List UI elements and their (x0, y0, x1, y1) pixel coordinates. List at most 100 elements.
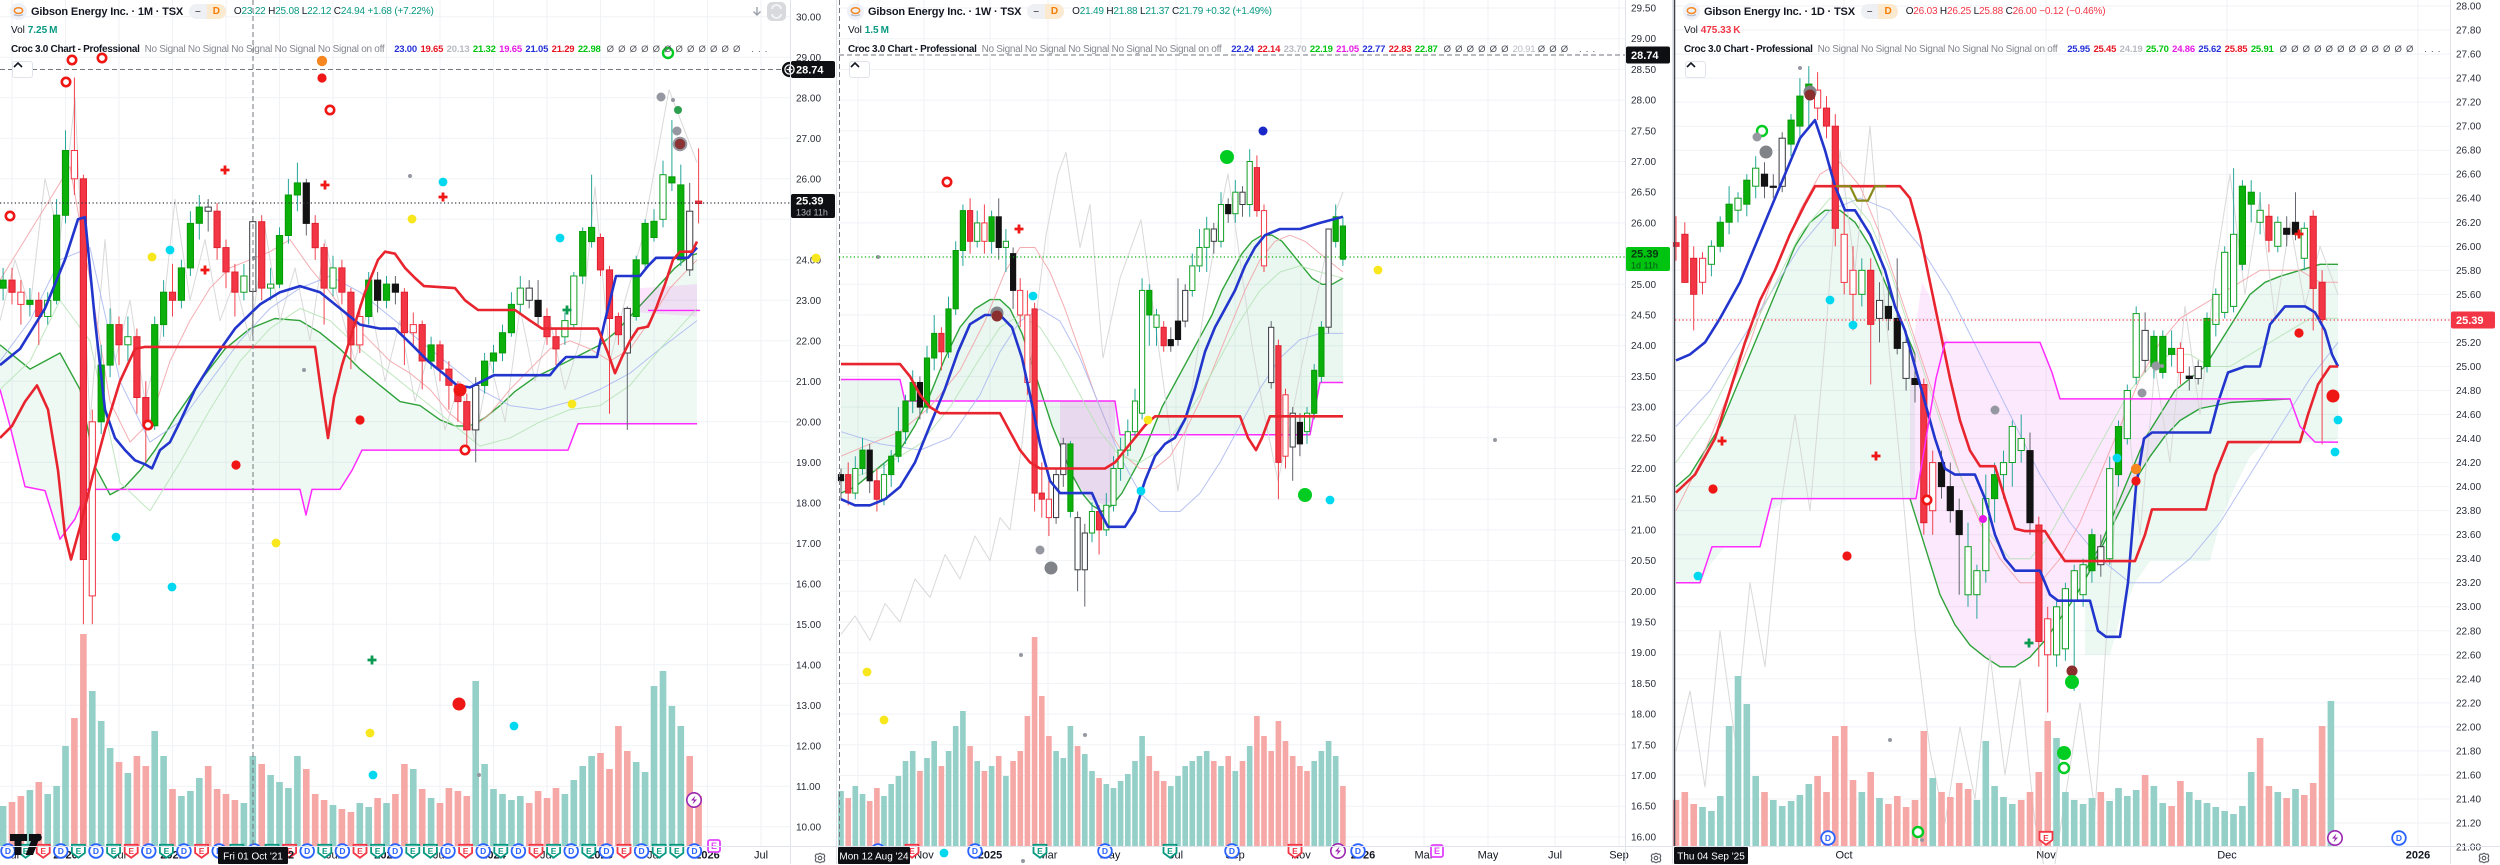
svg-text:27.80: 27.80 (2456, 26, 2481, 37)
svg-text:20.00: 20.00 (796, 417, 821, 428)
svg-text:19.00: 19.00 (1631, 648, 1656, 659)
svg-text:E: E (111, 846, 117, 856)
svg-text:29.00: 29.00 (796, 53, 821, 64)
svg-text:D: D (445, 846, 451, 856)
svg-text:E: E (357, 846, 363, 856)
svg-text:D: D (1102, 846, 1108, 856)
svg-text:24.20: 24.20 (2456, 458, 2481, 469)
svg-text:23.00: 23.00 (1631, 403, 1656, 414)
svg-text:19.00: 19.00 (796, 458, 821, 469)
svg-text:E: E (375, 846, 381, 856)
svg-text:E: E (128, 846, 134, 856)
svg-text:13d 11h: 13d 11h (796, 208, 828, 218)
svg-text:Thu 04 Sep '25: Thu 04 Sep '25 (1677, 852, 1745, 863)
svg-text:28.74: 28.74 (796, 65, 824, 77)
svg-text:29.50: 29.50 (1631, 4, 1656, 15)
svg-text:24.80: 24.80 (2456, 386, 2481, 397)
svg-text:E: E (1292, 846, 1298, 856)
svg-text:E: E (909, 846, 915, 856)
svg-text:D: D (5, 846, 11, 856)
svg-text:26.00: 26.00 (2456, 242, 2481, 253)
svg-text:E: E (551, 846, 557, 856)
svg-text:D: D (568, 846, 574, 856)
svg-text:18.00: 18.00 (1631, 710, 1656, 721)
svg-text:22.50: 22.50 (1631, 433, 1656, 444)
svg-text:D: D (93, 846, 99, 856)
svg-text:21.00: 21.00 (2456, 843, 2481, 854)
svg-text:25.20: 25.20 (2456, 338, 2481, 349)
svg-text:26.80: 26.80 (2456, 146, 2481, 157)
svg-text:1d 11h: 1d 11h (1631, 261, 1658, 271)
svg-text:20.00: 20.00 (1631, 587, 1656, 598)
svg-text:29.00: 29.00 (1631, 34, 1656, 45)
svg-text:23.40: 23.40 (2456, 554, 2481, 565)
svg-text:19.50: 19.50 (1631, 618, 1656, 629)
svg-text:24.50: 24.50 (1631, 311, 1656, 322)
svg-text:26.20: 26.20 (2456, 218, 2481, 229)
svg-text:28.00: 28.00 (2456, 2, 2481, 13)
svg-text:23.20: 23.20 (2456, 578, 2481, 589)
svg-text:E: E (2043, 833, 2049, 843)
svg-text:D: D (691, 846, 697, 856)
svg-text:21.50: 21.50 (1631, 495, 1656, 506)
svg-text:E: E (586, 846, 592, 856)
svg-text:D: D (181, 846, 187, 856)
svg-text:24.40: 24.40 (2456, 434, 2481, 445)
svg-text:22.00: 22.00 (1631, 464, 1656, 475)
svg-text:E: E (287, 846, 293, 856)
svg-text:D: D (392, 846, 398, 856)
svg-text:Nov: Nov (2036, 850, 2056, 862)
svg-text:25.80: 25.80 (2456, 266, 2481, 277)
svg-text:D: D (603, 846, 609, 856)
svg-text:25.39: 25.39 (796, 196, 824, 208)
svg-text:21.00: 21.00 (1631, 525, 1656, 536)
svg-text:E: E (164, 846, 170, 856)
svg-text:17.00: 17.00 (1631, 771, 1656, 782)
svg-text:23.60: 23.60 (2456, 530, 2481, 541)
svg-text:2026: 2026 (2406, 850, 2430, 862)
svg-text:25.00: 25.00 (1631, 280, 1656, 291)
svg-text:Jul: Jul (754, 850, 768, 862)
svg-text:27.40: 27.40 (2456, 74, 2481, 85)
svg-text:23.00: 23.00 (2456, 602, 2481, 613)
svg-text:18.00: 18.00 (796, 498, 821, 509)
svg-text:27.00: 27.00 (2456, 122, 2481, 133)
svg-text:E: E (463, 846, 469, 856)
svg-text:25.39: 25.39 (2456, 315, 2484, 327)
svg-text:21.20: 21.20 (2456, 819, 2481, 830)
svg-text:22.60: 22.60 (2456, 650, 2481, 661)
svg-text:E: E (1037, 846, 1043, 856)
svg-text:Mar: Mar (1415, 850, 1434, 862)
svg-text:21.00: 21.00 (796, 377, 821, 388)
svg-text:27.00: 27.00 (1631, 157, 1656, 168)
svg-text:D: D (58, 846, 64, 856)
svg-text:27.60: 27.60 (2456, 50, 2481, 61)
svg-text:E: E (498, 846, 504, 856)
svg-text:18.50: 18.50 (1631, 679, 1656, 690)
svg-text:27.20: 27.20 (2456, 98, 2481, 109)
svg-text:22.20: 22.20 (2456, 698, 2481, 709)
svg-text:E: E (40, 846, 46, 856)
svg-text:Oct: Oct (1835, 850, 1852, 862)
svg-text:17.00: 17.00 (796, 539, 821, 550)
svg-text:25.60: 25.60 (2456, 290, 2481, 301)
svg-text:Sep: Sep (1609, 850, 1629, 862)
svg-text:23.80: 23.80 (2456, 506, 2481, 517)
svg-text:E: E (656, 846, 662, 856)
svg-text:23.00: 23.00 (796, 296, 821, 307)
svg-text:26.60: 26.60 (2456, 170, 2481, 181)
svg-text:17.50: 17.50 (1631, 740, 1656, 751)
svg-text:May: May (1478, 850, 1499, 862)
svg-text:15.00: 15.00 (796, 620, 821, 631)
svg-text:16.00: 16.00 (1631, 832, 1656, 843)
svg-text:21.60: 21.60 (2456, 771, 2481, 782)
svg-text:D: D (972, 846, 978, 856)
svg-text:D: D (1229, 846, 1235, 856)
svg-text:21.40: 21.40 (2456, 795, 2481, 806)
svg-text:14.00: 14.00 (796, 660, 821, 671)
svg-text:12.00: 12.00 (796, 741, 821, 752)
svg-text:D: D (515, 846, 521, 856)
svg-text:E: E (1167, 846, 1173, 856)
svg-text:24.00: 24.00 (796, 255, 821, 266)
svg-text:26.40: 26.40 (2456, 194, 2481, 205)
